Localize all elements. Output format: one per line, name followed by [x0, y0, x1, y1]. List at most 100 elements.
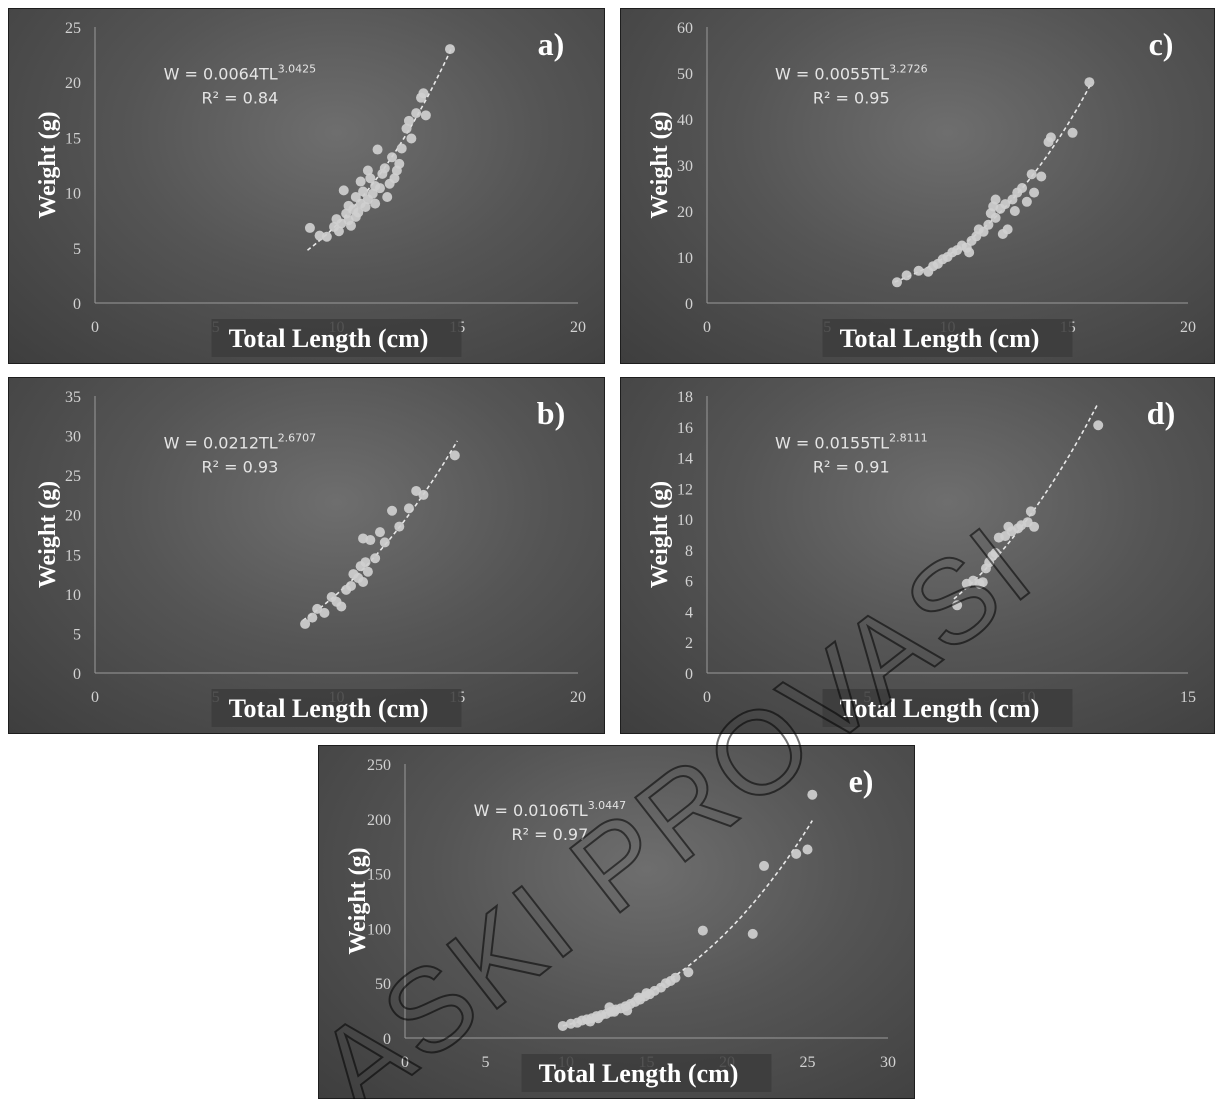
x-tick-label: 20	[570, 689, 586, 706]
y-tick-label: 250	[367, 757, 391, 774]
y-tick-label: 50	[677, 66, 693, 83]
y-axis-title: Weight (g)	[35, 481, 61, 588]
r-squared-label: R² = 0.97	[512, 825, 589, 844]
data-point	[557, 1020, 568, 1031]
data-point	[622, 1005, 633, 1016]
x-axis-title-backing	[822, 319, 1073, 357]
data-point	[1009, 206, 1020, 216]
data-point	[333, 226, 344, 237]
chart-panel-d: 024681012141618051015W = 0.0155TL2.8111R…	[620, 377, 1215, 734]
y-tick-label: 25	[65, 20, 81, 37]
equation-exponent: 3.0425	[278, 62, 317, 75]
data-point	[1067, 127, 1078, 138]
y-tick-label: 14	[677, 451, 693, 468]
data-point	[418, 88, 429, 99]
x-tick-label: 20	[570, 319, 586, 336]
x-tick-label: 0	[401, 1054, 409, 1071]
data-point	[355, 176, 366, 187]
trendline	[302, 440, 458, 622]
data-point	[952, 600, 963, 611]
y-tick-label: 10	[65, 186, 81, 203]
y-tick-label: 10	[677, 512, 693, 529]
data-point	[802, 844, 813, 855]
chart-panel-c: 010203040506005101520W = 0.0055TL3.2726R…	[620, 8, 1215, 364]
data-point	[593, 1013, 604, 1024]
data-point	[990, 212, 1001, 223]
chart-panel-e: 050100150200250051015202530W = 0.0106TL3…	[318, 745, 915, 1099]
y-tick-label: 20	[65, 75, 81, 92]
x-tick-label: 30	[880, 1054, 896, 1071]
data-point	[420, 110, 431, 121]
data-point	[759, 860, 770, 871]
data-point	[358, 186, 369, 197]
panel-label: e)	[849, 763, 874, 799]
y-tick-label: 40	[677, 112, 693, 129]
panel-label: c)	[1149, 26, 1174, 62]
x-tick-label: 0	[91, 689, 99, 706]
equation-base: W = 0.0212TL	[164, 434, 278, 453]
y-axis-title: Weight (g)	[647, 111, 673, 218]
data-point	[345, 220, 356, 231]
data-point	[1045, 132, 1056, 143]
data-point	[360, 557, 371, 568]
data-point	[307, 612, 318, 623]
x-axis-title-backing	[211, 319, 462, 357]
data-point	[365, 173, 376, 184]
y-tick-label: 8	[685, 543, 693, 560]
x-axis-title-backing	[521, 1054, 772, 1092]
data-point	[319, 607, 330, 618]
y-tick-label: 25	[65, 468, 81, 485]
data-point	[379, 163, 390, 174]
panel-label: b)	[537, 395, 565, 431]
y-tick-label: 0	[383, 1031, 391, 1048]
data-point	[391, 165, 402, 176]
y-tick-label: 50	[375, 976, 391, 993]
data-point	[697, 925, 708, 936]
y-tick-label: 20	[65, 508, 81, 525]
data-point	[370, 198, 381, 209]
x-tick-label: 15	[1180, 689, 1196, 706]
trendline	[953, 402, 1099, 600]
regression-equation: W = 0.0055TL3.2726	[775, 62, 928, 83]
data-point	[633, 992, 644, 1003]
equation-exponent: 2.8111	[889, 432, 928, 445]
data-point	[1025, 506, 1036, 517]
y-tick-label: 35	[65, 389, 81, 406]
data-point	[370, 553, 381, 564]
data-point	[360, 201, 371, 212]
equation-exponent: 3.2726	[889, 62, 928, 75]
data-point	[406, 133, 417, 144]
r-squared-label: R² = 0.95	[813, 88, 890, 107]
y-tick-label: 200	[367, 812, 391, 829]
scatter-chart-c: 010203040506005101520W = 0.0055TL3.2726R…	[647, 20, 1196, 357]
y-axis-title: Weight (g)	[647, 481, 673, 588]
data-point	[747, 928, 758, 939]
y-tick-label: 15	[65, 547, 81, 564]
r-squared-label: R² = 0.93	[202, 458, 279, 477]
x-axis-title-backing	[211, 689, 462, 727]
y-tick-label: 18	[677, 389, 693, 406]
data-point	[403, 115, 414, 126]
data-point	[585, 1016, 596, 1027]
data-point	[449, 450, 460, 461]
equation-exponent: 2.6707	[278, 432, 317, 445]
data-point	[604, 1002, 615, 1013]
data-point	[336, 601, 347, 612]
y-tick-label: 15	[65, 130, 81, 147]
x-axis-title: Total Length (cm)	[539, 1059, 739, 1088]
y-axis-title: Weight (g)	[345, 847, 371, 954]
data-point	[300, 618, 311, 629]
y-tick-label: 5	[73, 626, 81, 643]
x-tick-label: 0	[703, 689, 711, 706]
y-tick-label: 20	[677, 204, 693, 221]
data-point	[358, 576, 369, 587]
data-point	[350, 211, 361, 222]
data-point	[382, 192, 393, 203]
data-point	[387, 152, 398, 163]
data-point	[1029, 187, 1040, 198]
regression-equation: W = 0.0212TL2.6707	[164, 432, 317, 453]
x-tick-label: 25	[800, 1054, 816, 1071]
data-point	[683, 967, 694, 978]
